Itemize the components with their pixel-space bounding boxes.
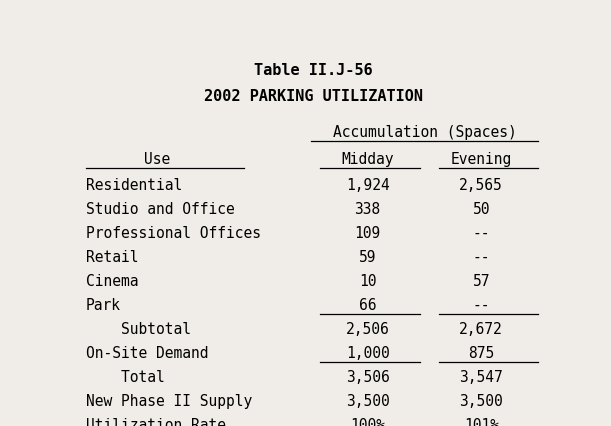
Text: On-Site Demand: On-Site Demand <box>86 345 208 360</box>
Text: Midday: Midday <box>342 151 394 166</box>
Text: --: -- <box>472 297 490 312</box>
Text: 109: 109 <box>354 225 381 240</box>
Text: 57: 57 <box>472 273 490 288</box>
Text: Cinema: Cinema <box>86 273 138 288</box>
Text: 338: 338 <box>354 201 381 216</box>
Text: 66: 66 <box>359 297 376 312</box>
Text: Subtotal: Subtotal <box>86 321 191 336</box>
Text: 3,547: 3,547 <box>459 369 503 384</box>
Text: 101%: 101% <box>464 417 499 426</box>
Text: 2,565: 2,565 <box>459 177 503 193</box>
Text: 100%: 100% <box>350 417 385 426</box>
Text: 875: 875 <box>468 345 494 360</box>
Text: Evening: Evening <box>451 151 512 166</box>
Text: Total: Total <box>86 369 164 384</box>
Text: 3,500: 3,500 <box>459 393 503 408</box>
Text: Studio and Office: Studio and Office <box>86 201 235 216</box>
Text: Utilization Rate: Utilization Rate <box>86 417 226 426</box>
Text: 1,000: 1,000 <box>346 345 389 360</box>
Text: --: -- <box>472 225 490 240</box>
Text: 59: 59 <box>359 249 376 264</box>
Text: 3,500: 3,500 <box>346 393 389 408</box>
Text: Table II.J-56: Table II.J-56 <box>254 63 373 78</box>
Text: 1,924: 1,924 <box>346 177 389 193</box>
Text: 2002 PARKING UTILIZATION: 2002 PARKING UTILIZATION <box>203 89 423 104</box>
Text: New Phase II Supply: New Phase II Supply <box>86 393 252 408</box>
Text: Retail: Retail <box>86 249 138 264</box>
Text: 10: 10 <box>359 273 376 288</box>
Text: Park: Park <box>86 297 121 312</box>
Text: Accumulation (Spaces): Accumulation (Spaces) <box>332 125 516 140</box>
Text: Residential: Residential <box>86 177 182 193</box>
Text: 2,672: 2,672 <box>459 321 503 336</box>
Text: 2,506: 2,506 <box>346 321 389 336</box>
Text: Professional Offices: Professional Offices <box>86 225 261 240</box>
Text: --: -- <box>472 249 490 264</box>
Text: 50: 50 <box>472 201 490 216</box>
Text: Use: Use <box>144 151 170 166</box>
Text: 3,506: 3,506 <box>346 369 389 384</box>
